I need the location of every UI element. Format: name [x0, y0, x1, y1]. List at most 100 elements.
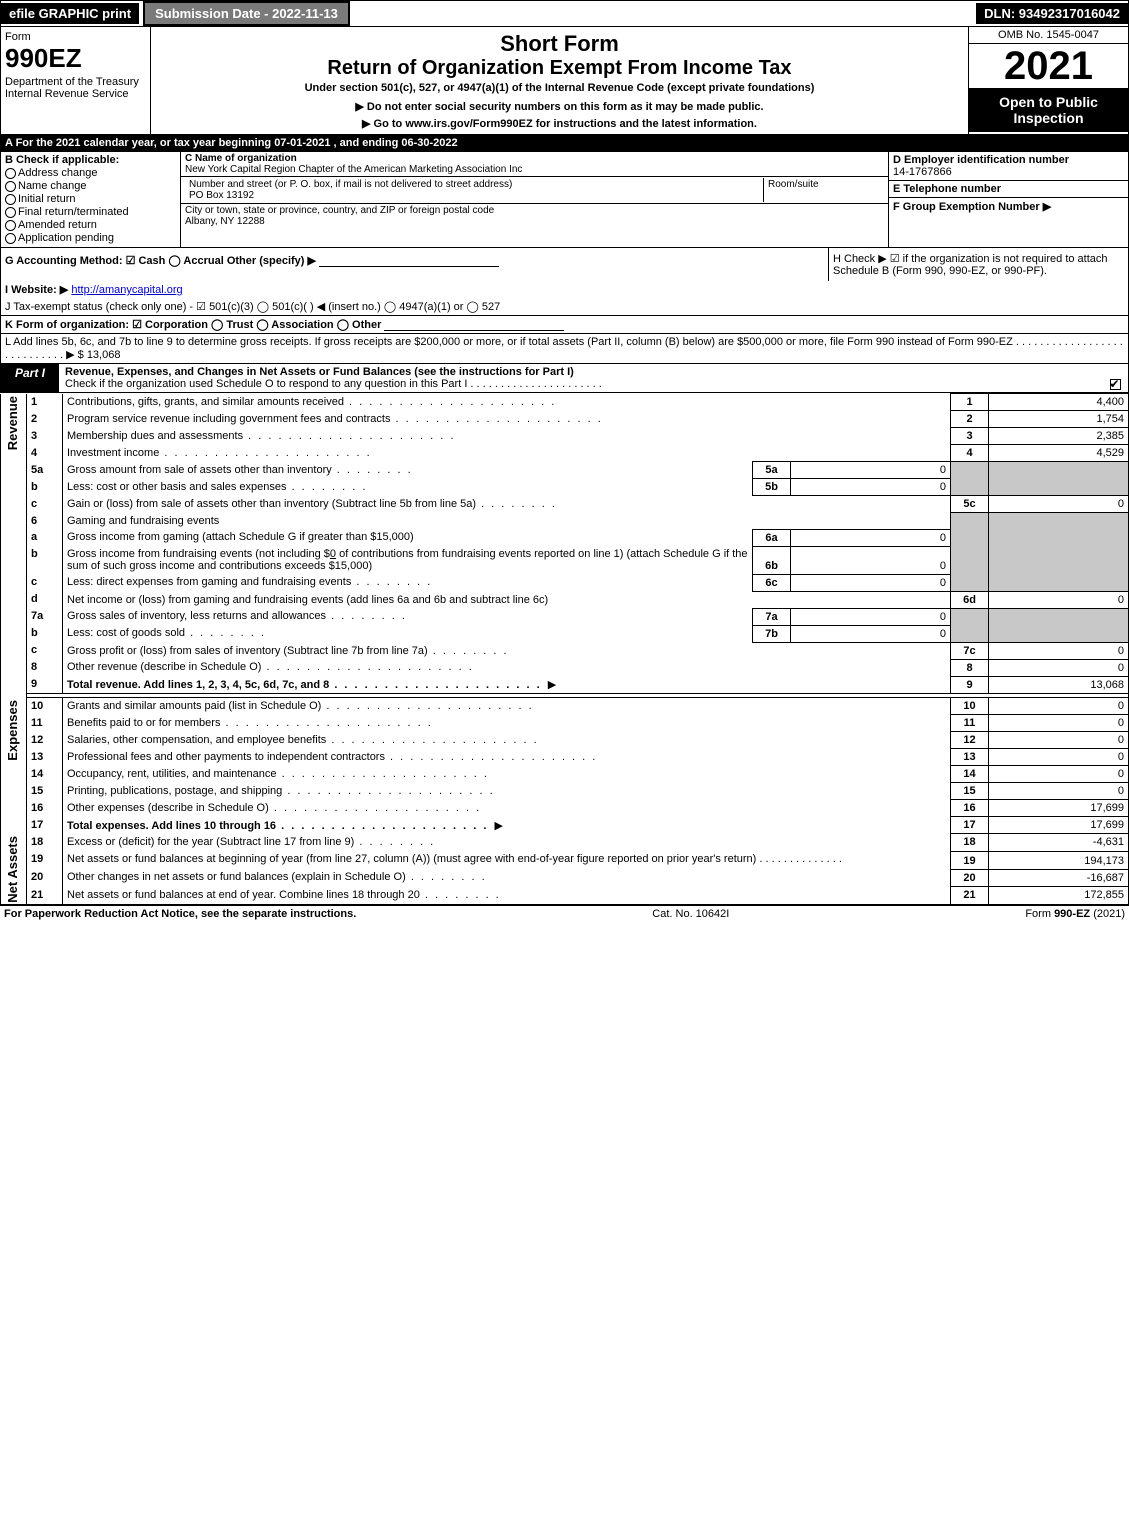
org-address-row: Number and street (or P. O. box, if mail… [181, 177, 888, 204]
chk-application-pending[interactable]: Application pending [5, 232, 176, 244]
line-7a-subnum: 7a [753, 608, 791, 625]
submission-date: Submission Date - 2022-11-13 [143, 1, 350, 26]
line-8-rnum: 8 [951, 659, 989, 676]
line-1-num: 1 [27, 394, 63, 411]
line-3-rnum: 3 [951, 428, 989, 445]
chk-final-return[interactable]: Final return/terminated [5, 206, 176, 218]
line-6c-subnum: 6c [753, 574, 791, 591]
line-i: I Website: ▶ http://amanycapital.org [0, 281, 1129, 298]
website-label: I Website: ▶ [5, 284, 68, 296]
under-section: Under section 501(c), 527, or 4947(a)(1)… [155, 82, 964, 94]
phone-label: E Telephone number [893, 183, 1001, 195]
line-2-val: 1,754 [989, 411, 1129, 428]
line-13-desc: Professional fees and other payments to … [63, 749, 951, 766]
line-7c-desc: Gross profit or (loss) from sales of inv… [63, 642, 951, 659]
website-link[interactable]: http://amanycapital.org [71, 284, 182, 296]
line-17-rnum: 17 [951, 817, 989, 834]
line-6-gray [951, 513, 989, 592]
line-6d-desc: Net income or (loss) from gaming and fun… [63, 591, 951, 608]
part1-title: Revenue, Expenses, and Changes in Net As… [65, 366, 574, 378]
line-1-val: 4,400 [989, 394, 1129, 411]
line-6-gray-val [989, 513, 1129, 592]
line-5ab-gray [951, 462, 989, 496]
part1-header: Part I Revenue, Expenses, and Changes in… [0, 364, 1129, 393]
line-k: K Form of organization: ☑ Corporation ◯ … [0, 316, 1129, 334]
line-20-rnum: 20 [951, 869, 989, 887]
line-7b-num: b [27, 625, 63, 642]
line-2-rnum: 2 [951, 411, 989, 428]
line-20-num: 20 [27, 869, 63, 887]
line-7c-rnum: 7c [951, 642, 989, 659]
org-name-row: C Name of organization New York Capital … [181, 152, 888, 177]
line-4-rnum: 4 [951, 445, 989, 462]
line-9-rnum: 9 [951, 676, 989, 694]
line-18-num: 18 [27, 834, 63, 852]
org-other-input[interactable] [384, 330, 564, 331]
line-a: A For the 2021 calendar year, or tax yea… [0, 135, 1129, 152]
line-6d-rnum: 6d [951, 591, 989, 608]
line-12-rnum: 12 [951, 732, 989, 749]
line-18-val: -4,631 [989, 834, 1129, 852]
line-9-desc: Total revenue. Add lines 1, 2, 3, 4, 5c,… [63, 676, 951, 694]
ein-label: D Employer identification number [893, 154, 1069, 166]
line-7ab-gray [951, 608, 989, 642]
section-bcdef: B Check if applicable: Address change Na… [0, 152, 1129, 247]
line-1-rnum: 1 [951, 394, 989, 411]
line-h: H Check ▶ ☑ if the organization is not r… [828, 248, 1128, 281]
room-label: Room/suite [768, 179, 819, 190]
chk-address-change-label: Address change [18, 167, 98, 179]
line-5c-desc: Gain or (loss) from sale of assets other… [63, 496, 951, 513]
line-6c-desc: Less: direct expenses from gaming and fu… [63, 574, 753, 591]
line-15-val: 0 [989, 783, 1129, 800]
line-21-num: 21 [27, 887, 63, 905]
omb-number: OMB No. 1545-0047 [969, 27, 1128, 44]
line-10-rnum: 10 [951, 698, 989, 715]
line-5c-rnum: 5c [951, 496, 989, 513]
section-e: E Telephone number [889, 180, 1128, 197]
chk-name-change[interactable]: Name change [5, 180, 176, 192]
accounting-other-input[interactable] [319, 266, 499, 267]
line-6-desc: Gaming and fundraising events [63, 513, 951, 530]
chk-final-return-label: Final return/terminated [18, 206, 129, 218]
footer: For Paperwork Reduction Act Notice, see … [0, 905, 1129, 922]
line-6a-desc: Gross income from gaming (attach Schedul… [63, 529, 753, 546]
chk-initial-return[interactable]: Initial return [5, 193, 176, 205]
top-bar: efile GRAPHIC print Submission Date - 20… [0, 0, 1129, 27]
line-17-desc: Total expenses. Add lines 10 through 16 … [63, 817, 951, 834]
line-3-num: 3 [27, 428, 63, 445]
chk-address-change[interactable]: Address change [5, 167, 176, 179]
org-name-label: C Name of organization [185, 153, 297, 164]
line-5a-num: 5a [27, 462, 63, 479]
part1-checkbox[interactable] [1104, 364, 1128, 392]
line-19-rnum: 19 [951, 851, 989, 869]
goto-link[interactable]: ▶ Go to www.irs.gov/Form990EZ for instru… [155, 117, 964, 130]
line-7c-num: c [27, 642, 63, 659]
line-7b-sub: 0 [791, 625, 951, 642]
line-6a-sub: 0 [791, 529, 951, 546]
line-4-val: 4,529 [989, 445, 1129, 462]
line-15-desc: Printing, publications, postage, and shi… [63, 783, 951, 800]
org-city-row: City or town, state or province, country… [181, 204, 888, 228]
line-7a-num: 7a [27, 608, 63, 625]
line-7a-sub: 0 [791, 608, 951, 625]
section-f: F Group Exemption Number ▶ [889, 197, 1128, 215]
revenue-side-label: Revenue [5, 396, 20, 450]
line-12-num: 12 [27, 732, 63, 749]
line-5a-sub: 0 [791, 462, 951, 479]
chk-amended-return[interactable]: Amended return [5, 219, 176, 231]
line-19-val: 194,173 [989, 851, 1129, 869]
dln: DLN: 93492317016042 [976, 3, 1128, 24]
line-17-val: 17,699 [989, 817, 1129, 834]
line-14-desc: Occupancy, rent, utilities, and maintena… [63, 766, 951, 783]
line-21-val: 172,855 [989, 887, 1129, 905]
line-6c-sub: 0 [791, 574, 951, 591]
expenses-side: Expenses [1, 698, 27, 834]
tax-year: 2021 [969, 44, 1128, 88]
form-label: Form [5, 31, 146, 43]
efile-print-label[interactable]: efile GRAPHIC print [1, 3, 139, 24]
line-19-desc: Net assets or fund balances at beginning… [63, 851, 951, 869]
line-11-desc: Benefits paid to or for members [63, 715, 951, 732]
line-10-val: 0 [989, 698, 1129, 715]
org-name-value: New York Capital Region Chapter of the A… [185, 164, 522, 175]
chk-amended-return-label: Amended return [18, 219, 97, 231]
